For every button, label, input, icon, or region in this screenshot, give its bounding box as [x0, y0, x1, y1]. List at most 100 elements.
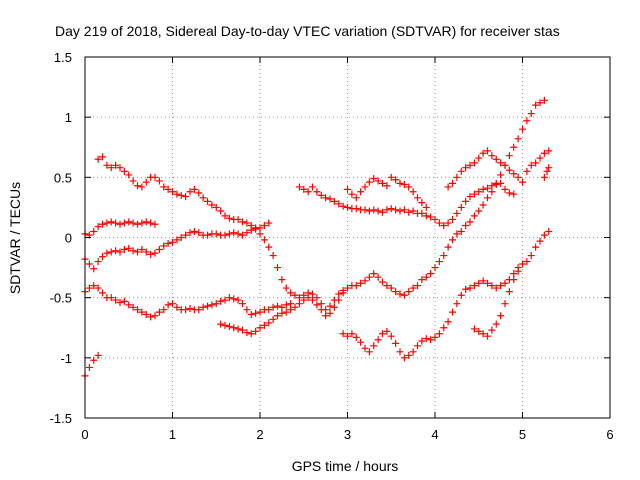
data-point	[431, 264, 439, 272]
data-point	[239, 300, 246, 308]
data-point	[505, 189, 513, 197]
data-point	[545, 164, 553, 172]
data-point	[326, 309, 334, 317]
data-point	[309, 290, 316, 298]
data-point	[138, 219, 146, 227]
data-point	[252, 327, 260, 335]
series-trace-g	[295, 179, 518, 229]
data-point	[112, 161, 120, 169]
data-point	[134, 306, 141, 314]
data-point	[505, 288, 513, 296]
data-point	[488, 182, 496, 190]
data-point	[335, 200, 343, 208]
data-point	[387, 205, 395, 213]
data-point	[370, 206, 378, 214]
data-point	[274, 264, 281, 272]
data-point	[400, 181, 408, 189]
data-point	[383, 327, 391, 335]
data-point	[326, 195, 334, 203]
data-point	[523, 167, 531, 175]
data-point	[300, 185, 308, 193]
data-point	[85, 260, 93, 268]
data-point	[497, 312, 505, 320]
data-point	[199, 303, 207, 311]
data-point	[151, 173, 159, 181]
x-tick-label: 5	[519, 427, 526, 442]
data-point	[449, 215, 456, 223]
data-point	[344, 284, 351, 292]
data-point	[435, 330, 443, 338]
data-point	[322, 194, 330, 202]
data-point	[243, 219, 251, 227]
data-point	[282, 284, 290, 292]
data-point	[151, 249, 159, 257]
data-point	[256, 224, 264, 232]
data-point	[177, 234, 185, 241]
data-point	[243, 229, 251, 237]
data-point	[129, 219, 137, 227]
data-point	[361, 206, 369, 214]
data-point	[510, 143, 518, 151]
data-point	[532, 159, 540, 167]
data-point	[457, 203, 465, 211]
data-point	[357, 188, 365, 196]
series-trace-b	[94, 96, 548, 314]
data-point	[514, 267, 522, 275]
data-point	[103, 249, 111, 257]
data-point	[361, 277, 369, 285]
data-point	[116, 220, 124, 228]
data-point	[99, 220, 106, 228]
series-trace-n	[470, 267, 522, 340]
data-point	[435, 219, 443, 227]
data-point	[94, 351, 102, 359]
data-point	[536, 99, 544, 107]
data-point	[225, 323, 233, 331]
data-point	[470, 282, 478, 290]
data-point	[120, 246, 128, 254]
data-point	[383, 206, 391, 214]
data-point	[230, 324, 238, 332]
data-point	[234, 325, 242, 333]
data-point	[484, 184, 491, 192]
data-point	[484, 279, 491, 287]
data-point	[409, 188, 417, 196]
data-point	[252, 309, 260, 317]
data-point	[221, 212, 229, 220]
data-point	[120, 219, 128, 227]
data-point	[392, 339, 400, 347]
data-point	[190, 227, 198, 235]
data-point	[169, 188, 176, 196]
data-point	[287, 289, 295, 297]
data-point	[199, 194, 207, 202]
data-point	[497, 159, 505, 167]
data-point	[532, 101, 540, 109]
data-point	[536, 237, 544, 245]
data-point	[453, 173, 461, 181]
data-point	[475, 154, 483, 162]
data-point	[195, 229, 203, 237]
data-point	[405, 351, 413, 359]
data-point	[138, 308, 146, 316]
data-point	[287, 300, 295, 308]
data-point	[501, 161, 509, 169]
x-tick-label: 3	[344, 427, 351, 442]
data-point	[335, 290, 343, 298]
data-point	[470, 190, 478, 198]
data-point	[225, 294, 233, 302]
data-point	[492, 284, 500, 292]
data-point	[344, 203, 351, 211]
data-point	[300, 296, 308, 304]
data-point	[497, 171, 505, 179]
data-point	[230, 229, 238, 237]
data-point	[466, 218, 474, 226]
data-point	[90, 265, 98, 273]
data-point	[501, 279, 509, 287]
data-point	[488, 188, 496, 196]
data-point	[85, 363, 93, 371]
data-point	[497, 282, 505, 290]
data-point	[379, 179, 386, 187]
data-point	[484, 194, 491, 202]
series-trace-h	[344, 175, 391, 202]
data-point	[116, 248, 124, 256]
data-point	[217, 320, 225, 328]
